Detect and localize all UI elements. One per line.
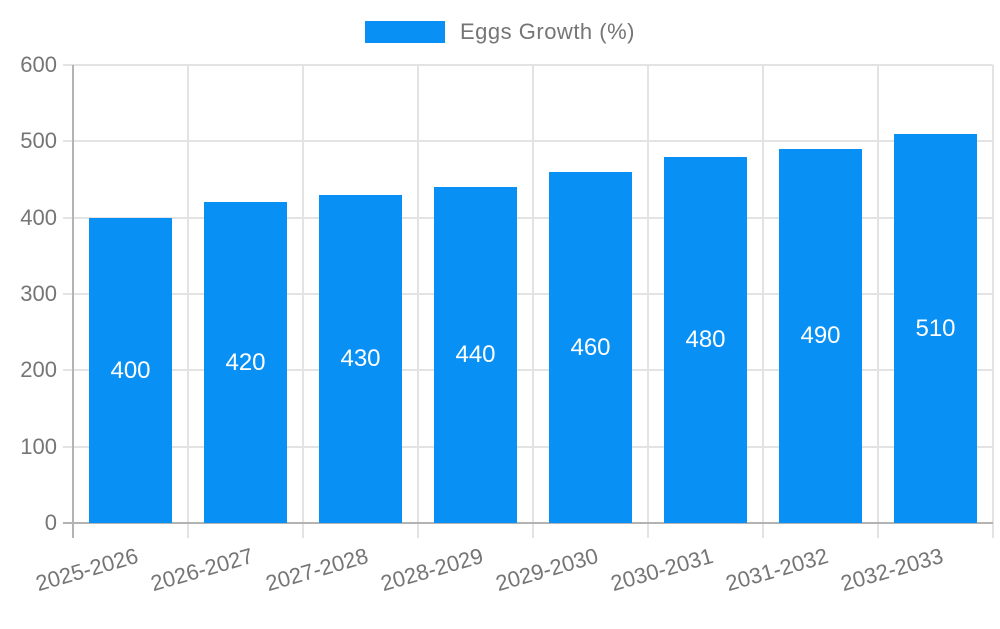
gridline-horizontal (63, 293, 993, 295)
gridline-vertical (647, 65, 649, 538)
y-axis-tick-label: 0 (44, 510, 57, 535)
bar[interactable] (664, 157, 747, 523)
y-axis-tick-label: 200 (20, 357, 57, 382)
gridline-horizontal (63, 369, 993, 371)
x-axis-line (63, 522, 993, 524)
gridline-vertical (302, 65, 304, 538)
bar[interactable] (549, 172, 632, 523)
bar[interactable] (434, 187, 517, 523)
y-axis-tick-label: 300 (20, 281, 57, 306)
gridline-vertical (532, 65, 534, 538)
gridline-vertical (187, 65, 189, 538)
gridline-horizontal (63, 140, 993, 142)
legend-swatch[interactable] (365, 21, 445, 43)
y-axis-tick-label: 400 (20, 205, 57, 230)
bar-value-label: 420 (225, 349, 266, 376)
y-axis-tick-label: 100 (20, 434, 57, 459)
gridline-horizontal (63, 64, 993, 66)
bar[interactable] (779, 149, 862, 523)
bar[interactable] (89, 218, 172, 523)
bar-value-label: 460 (570, 334, 611, 361)
bar[interactable] (894, 134, 977, 523)
bar-value-label: 480 (685, 326, 726, 353)
gridline-vertical (417, 65, 419, 538)
gridline-vertical (992, 65, 994, 538)
gridline-horizontal (63, 217, 993, 219)
bar[interactable] (319, 195, 402, 523)
bar-value-label: 440 (455, 341, 496, 368)
plot-area: 0 100 200 300 400 500 600 400 2025-2026 420 2026-2… (20, 52, 994, 596)
gridline-vertical (762, 65, 764, 538)
y-axis-tick-label: 600 (20, 52, 57, 77)
bar-value-label: 430 (340, 345, 381, 372)
bar-value-label: 510 (915, 315, 956, 342)
legend-label[interactable]: Eggs Growth (%) (460, 19, 635, 44)
y-axis-tick-label: 500 (20, 128, 57, 153)
bar-value-label: 490 (800, 322, 841, 349)
bar[interactable] (204, 202, 287, 523)
gridline-horizontal (63, 446, 993, 448)
bar-value-label: 400 (110, 357, 151, 384)
y-axis-line (72, 65, 74, 538)
gridline-vertical (877, 65, 879, 538)
legend: Eggs Growth (%) (0, 17, 1000, 47)
bar-chart: Eggs Growth (%) 0 100 200 300 400 500 600 400 20… (0, 17, 1000, 597)
